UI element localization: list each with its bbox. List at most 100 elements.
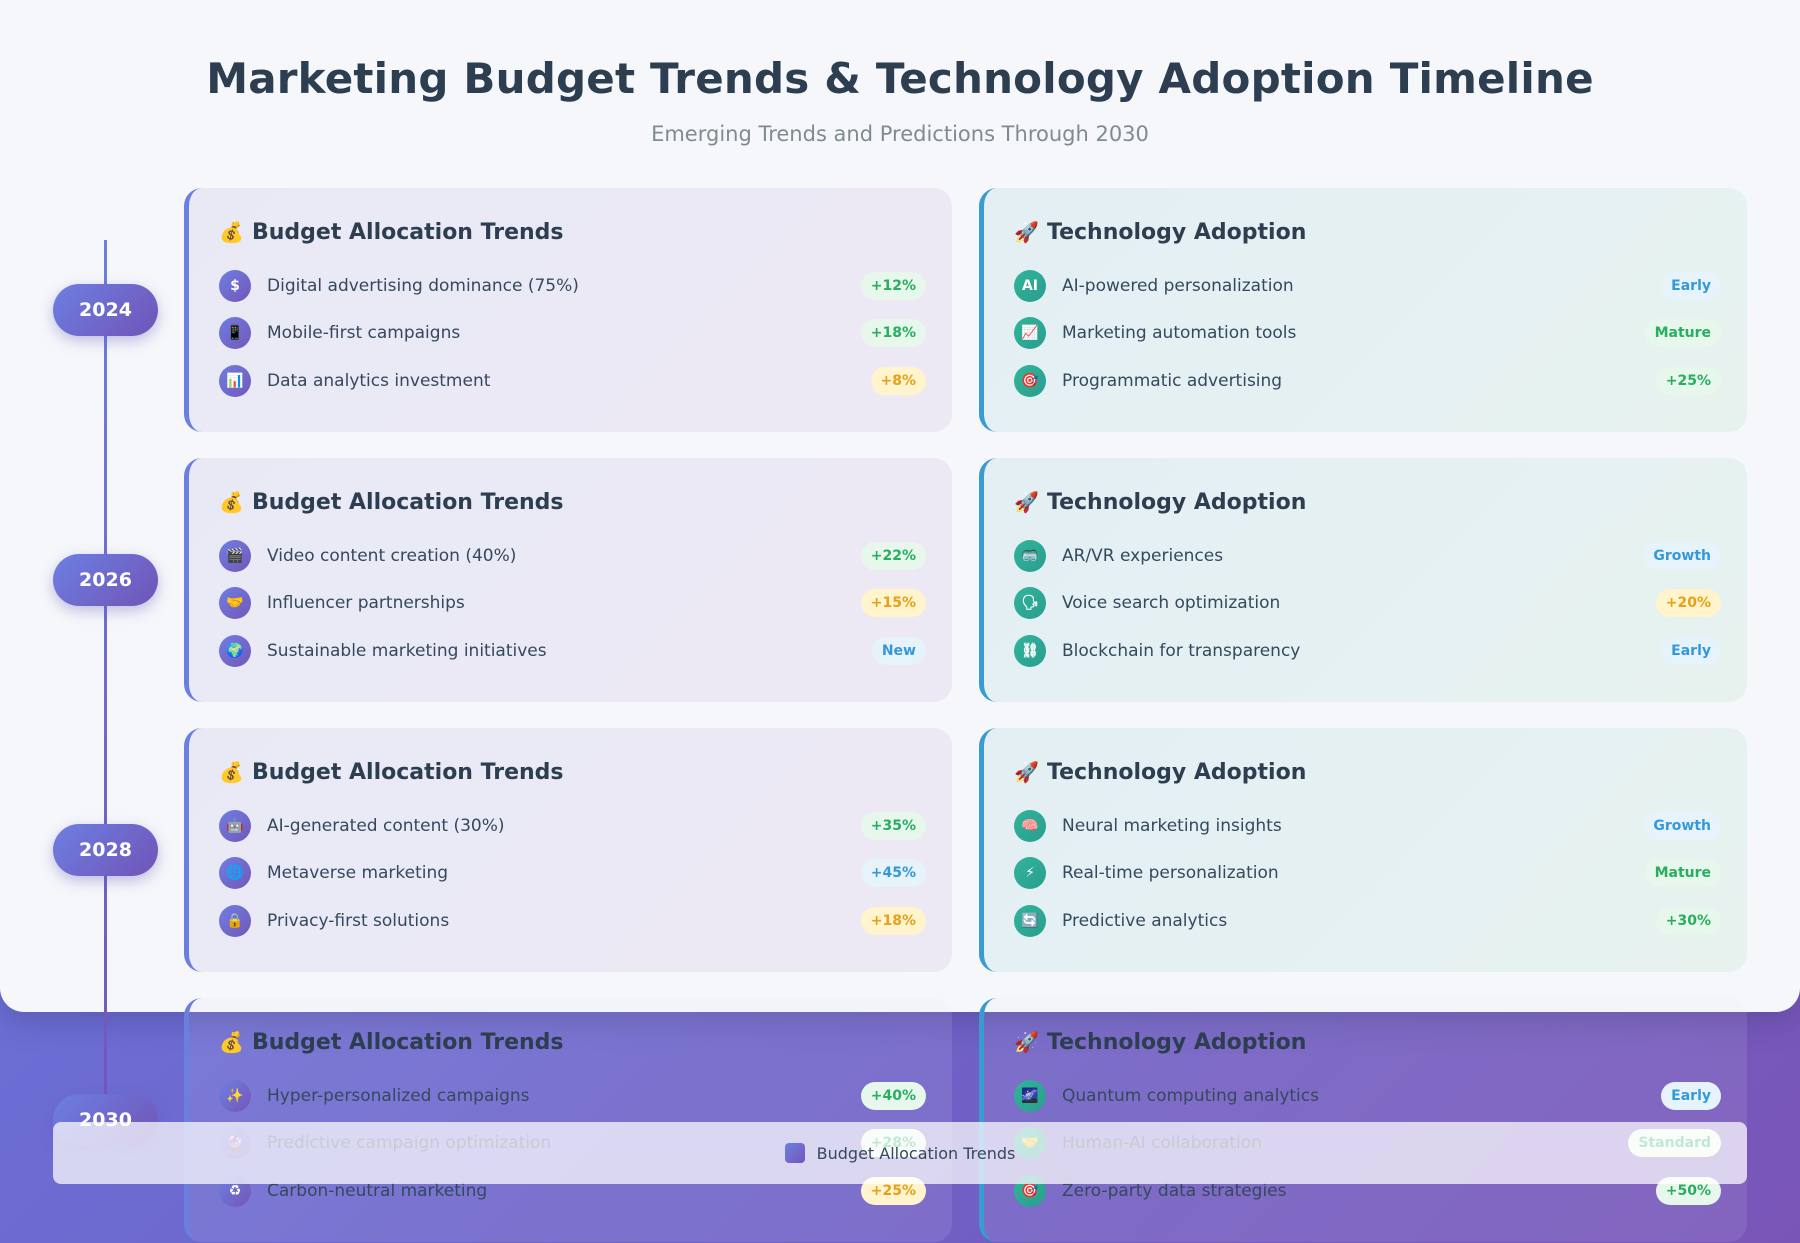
money-bag-icon: 💰 <box>219 220 244 244</box>
list-item: 🌍 Sustainable marketing initiatives New <box>219 627 926 675</box>
tech-card-2026: 🚀 Technology Adoption 🥽 AR/VR experiences Gr… <box>979 458 1747 702</box>
timeline-line <box>104 240 107 1120</box>
list-item: ⛓ Blockchain for transparency Early <box>1014 627 1721 675</box>
budget-card-2026: 💰 Budget Allocation Trends 🎬 Video content … <box>184 458 952 702</box>
card-title: Budget Allocation Trends <box>252 489 564 515</box>
money-bag-icon: 💰 <box>219 1030 244 1054</box>
status-badge: +18% <box>860 319 926 348</box>
budget-card-2028: 💰 Budget Allocation Trends 🤖 AI-generated c… <box>184 728 952 972</box>
item-label: Privacy-first solutions <box>267 910 450 931</box>
list-item: 📈 Marketing automation tools Mature <box>1014 310 1721 358</box>
card-title: Budget Allocation Trends <box>252 759 564 785</box>
page-title: Marketing Budget Trends & Technology Ado… <box>206 54 1594 103</box>
item-bullet-icon: 📈 <box>1014 317 1046 350</box>
item-label: Programmatic advertising <box>1062 370 1283 391</box>
status-badge: Growth <box>1643 541 1721 570</box>
legend-swatch <box>784 1143 805 1163</box>
card-header: 🚀 Technology Adoption <box>1014 1024 1721 1060</box>
card-title: Technology Adoption <box>1047 219 1307 245</box>
list-item: ⚡ Real-time personalization Mature <box>1014 850 1721 898</box>
list-item: 🥽 AR/VR experiences Growth <box>1014 532 1721 580</box>
item-label: Predictive analytics <box>1062 910 1228 931</box>
rocket-icon: 🚀 <box>1014 220 1039 244</box>
card-title: Technology Adoption <box>1047 759 1307 785</box>
item-label: Digital advertising dominance (75%) <box>267 275 579 296</box>
item-bullet-icon: ⚡ <box>1014 857 1046 890</box>
item-label: Metaverse marketing <box>267 863 449 884</box>
list-item: 🤝 Influencer partnerships +15% <box>219 580 926 628</box>
list-item: 🎯 Programmatic advertising +25% <box>1014 357 1721 405</box>
year-marker-2024: 2024 <box>53 284 158 336</box>
item-label: Voice search optimization <box>1062 593 1281 614</box>
rocket-icon: 🚀 <box>1014 760 1039 784</box>
item-label: Sustainable marketing initiatives <box>267 640 547 661</box>
tech-card-2024: 🚀 Technology Adoption AI AI-powered persona… <box>979 188 1747 432</box>
list-item: 📱 Mobile-first campaigns +18% <box>219 310 926 358</box>
item-bullet-icon: 🎯 <box>1014 364 1046 397</box>
item-bullet-icon: 📊 <box>219 364 251 397</box>
item-label: Mobile-first campaigns <box>267 323 461 344</box>
item-bullet-icon: 🔄 <box>1014 904 1046 937</box>
item-label: AI-generated content (30%) <box>267 815 505 836</box>
legend: Budget Allocation Trends <box>53 1122 1747 1184</box>
item-bullet-icon: 🌍 <box>219 634 251 667</box>
item-label: Data analytics investment <box>267 370 491 391</box>
item-label: Neural marketing insights <box>1062 815 1282 836</box>
list-item: 🔄 Predictive analytics +30% <box>1014 897 1721 945</box>
status-badge: New <box>871 636 926 665</box>
item-label: AR/VR experiences <box>1062 545 1224 566</box>
list-item: ✨ Hyper-personalized campaigns +40% <box>219 1072 926 1120</box>
rocket-icon: 🚀 <box>1014 1030 1039 1054</box>
item-bullet-icon: 📱 <box>219 317 251 350</box>
list-item: 🌐 Metaverse marketing +45% <box>219 850 926 898</box>
item-bullet-icon: $ <box>219 269 251 302</box>
money-bag-icon: 💰 <box>219 760 244 784</box>
item-bullet-icon: 🤝 <box>219 587 251 620</box>
status-badge: Growth <box>1643 811 1721 840</box>
list-item: 🔒 Privacy-first solutions +18% <box>219 897 926 945</box>
item-bullet-icon: ⛓ <box>1014 634 1046 667</box>
item-label: Carbon-neutral marketing <box>267 1180 488 1201</box>
status-badge: +8% <box>870 366 926 395</box>
status-badge: +25% <box>1655 366 1721 395</box>
item-label: Blockchain for transparency <box>1062 640 1301 661</box>
status-badge: +12% <box>860 271 926 300</box>
list-item: AI AI-powered personalization Early <box>1014 262 1721 310</box>
item-label: Influencer partnerships <box>267 593 465 614</box>
list-item: 🎬 Video content creation (40%) +22% <box>219 532 926 580</box>
card-header: 💰 Budget Allocation Trends <box>219 484 926 520</box>
item-bullet-icon: AI <box>1014 269 1046 302</box>
item-label: Real-time personalization <box>1062 863 1279 884</box>
status-badge: Mature <box>1644 859 1721 888</box>
status-badge: Early <box>1661 1081 1721 1110</box>
list-item: 🤖 AI-generated content (30%) +35% <box>219 802 926 850</box>
item-bullet-icon: 🎬 <box>219 539 251 572</box>
status-badge: Early <box>1661 271 1721 300</box>
card-header: 💰 Budget Allocation Trends <box>219 214 926 250</box>
list-item: 🗣 Voice search optimization +20% <box>1014 580 1721 628</box>
item-bullet-icon: 🗣 <box>1014 587 1046 620</box>
status-badge: +30% <box>1655 906 1721 935</box>
card-title: Budget Allocation Trends <box>252 219 564 245</box>
status-badge: Mature <box>1644 319 1721 348</box>
list-item: 🧠 Neural marketing insights Growth <box>1014 802 1721 850</box>
status-badge: +15% <box>860 589 926 618</box>
status-badge: +45% <box>860 859 926 888</box>
page-subtitle: Emerging Trends and Predictions Through … <box>651 122 1149 146</box>
item-bullet-icon: 🧠 <box>1014 809 1046 842</box>
card-title: Technology Adoption <box>1047 1029 1307 1055</box>
status-badge: +40% <box>860 1081 926 1110</box>
item-bullet-icon: 🤖 <box>219 809 251 842</box>
card-header: 🚀 Technology Adoption <box>1014 214 1721 250</box>
tech-card-2030: 🚀 Technology Adoption 🌌 Quantum computing a… <box>979 998 1747 1242</box>
item-bullet-icon: 🌐 <box>219 857 251 890</box>
card-header: 🚀 Technology Adoption <box>1014 754 1721 790</box>
item-bullet-icon: 🥽 <box>1014 539 1046 572</box>
list-item: 🌌 Quantum computing analytics Early <box>1014 1072 1721 1120</box>
item-label: Hyper-personalized campaigns <box>267 1085 530 1106</box>
status-badge: +18% <box>860 906 926 935</box>
rocket-icon: 🚀 <box>1014 490 1039 514</box>
card-header: 🚀 Technology Adoption <box>1014 484 1721 520</box>
status-badge: Early <box>1661 636 1721 665</box>
item-label: AI-powered personalization <box>1062 275 1294 296</box>
